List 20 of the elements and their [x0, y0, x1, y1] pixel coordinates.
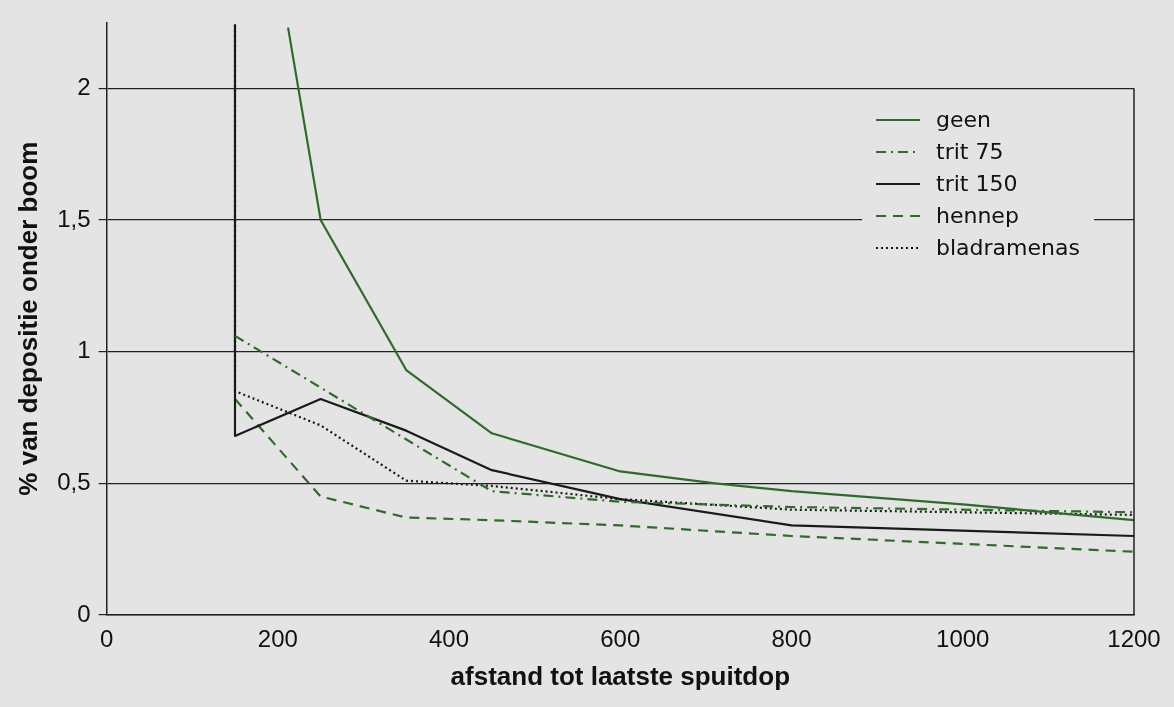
y-tick-label: 1,5	[57, 204, 91, 232]
y-tick-label: 2	[77, 72, 91, 100]
x-tick-label: 0	[99, 625, 114, 653]
x-tick-label: 1000	[936, 625, 990, 653]
y-tick-label: 0	[77, 599, 91, 627]
x-tick-label: 200	[257, 625, 298, 653]
y-tick-label: 0,5	[57, 467, 91, 495]
x-tick-label: 800	[771, 625, 812, 653]
legend-label: trit 75	[936, 138, 1004, 167]
y-tick-label: 1	[77, 336, 91, 364]
legend-label: bladramenas	[936, 234, 1080, 263]
legend-label: trit 150	[936, 170, 1018, 199]
line-series	[233, 397, 1134, 553]
x-tick-label: 600	[600, 625, 641, 653]
x-axis-title: afstand tot laatste spuitdop	[450, 660, 791, 691]
legend-label: geen	[936, 106, 991, 135]
legend-label: hennep	[936, 202, 1019, 231]
x-tick-label: 400	[429, 625, 470, 653]
y-axis-title: % van depositie onder boom	[12, 141, 43, 496]
x-tick-label: 1200	[1107, 625, 1161, 653]
